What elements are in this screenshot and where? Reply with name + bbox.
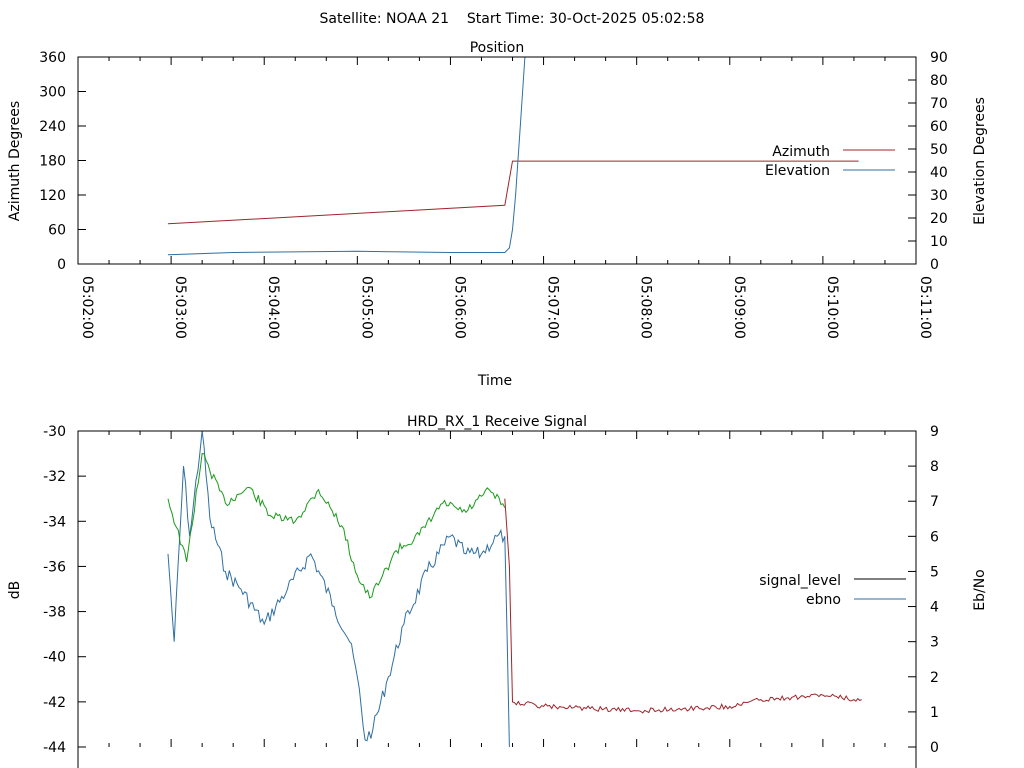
y-tick-label: -34 xyxy=(43,514,66,530)
y2-tick-label: 60 xyxy=(930,119,948,135)
y-tick-label: -40 xyxy=(43,650,66,666)
x-tick-label: 05:03:00 xyxy=(172,276,188,339)
header-title: Satellite: NOAA 21 Start Time: 30-Oct-20… xyxy=(320,11,705,27)
x-tick-label: 05:05:00 xyxy=(358,276,374,339)
y-tick-label: 300 xyxy=(39,85,66,101)
position-y-axis-label: Azimuth Degrees xyxy=(7,101,23,221)
y2-tick-label: 30 xyxy=(930,188,948,204)
x-tick-label: 05:08:00 xyxy=(638,276,654,339)
y-tick-label: 120 xyxy=(39,188,66,204)
x-tick-label: 05:04:00 xyxy=(265,276,281,339)
elevation-series-line xyxy=(167,57,526,256)
y-tick-label: -36 xyxy=(43,559,66,575)
y2-tick-label: 20 xyxy=(930,211,948,227)
y-tick-label: -44 xyxy=(43,740,66,756)
x-tick-label: 05:10:00 xyxy=(824,276,840,339)
signal-level-locked-line xyxy=(167,453,506,599)
y2-tick-label: 80 xyxy=(930,73,948,89)
y-tick-label: -42 xyxy=(43,695,66,711)
y2-tick-label: 0 xyxy=(930,740,939,756)
y2-tick-label: 3 xyxy=(930,635,939,651)
y2-tick-label: 10 xyxy=(930,234,948,250)
x-tick-label: 05:06:00 xyxy=(451,276,467,339)
legend-signal-level-label: signal_level xyxy=(759,573,841,589)
receive-signal-y2-axis-label: Eb/No xyxy=(972,569,988,611)
y-tick-label: -32 xyxy=(43,469,66,485)
receive-signal-chart-title: HRD_RX_1 Receive Signal xyxy=(407,414,587,430)
x-tick-label: 05:11:00 xyxy=(917,276,933,339)
y2-tick-label: 50 xyxy=(930,142,948,158)
y2-tick-label: 4 xyxy=(930,600,939,616)
y2-tick-label: 7 xyxy=(930,494,939,510)
y2-tick-label: 2 xyxy=(930,670,939,686)
position-x-axis-label: Time xyxy=(477,373,512,389)
x-tick-label: 05:02:00 xyxy=(79,276,95,339)
y-tick-label: 180 xyxy=(39,154,66,170)
receive-signal-chart: HRD_RX_1 Receive Signal dB Eb/No -44 -42 -… xyxy=(7,414,988,768)
y-tick-label: -38 xyxy=(43,605,66,621)
y2-tick-label: 8 xyxy=(930,459,939,475)
y-tick-label: 60 xyxy=(48,223,66,239)
ebno-series-line xyxy=(167,431,510,747)
y2-tick-label: 0 xyxy=(930,257,939,273)
x-tick-label: 05:07:00 xyxy=(545,276,561,339)
position-chart-title: Position xyxy=(470,40,525,56)
receive-signal-y-axis-label: dB xyxy=(7,581,23,600)
legend-ebno-label: ebno xyxy=(806,592,841,608)
x-tick-label: 05:09:00 xyxy=(731,276,747,339)
y-tick-label: 240 xyxy=(39,119,66,135)
y2-tick-label: 6 xyxy=(930,529,939,545)
y2-tick-label: 5 xyxy=(930,564,939,580)
y2-tick-label: 9 xyxy=(930,424,939,440)
y-tick-label: 360 xyxy=(39,50,66,66)
position-plot-frame xyxy=(77,56,917,265)
legend-elevation-label: Elevation xyxy=(765,163,830,179)
y2-tick-label: 40 xyxy=(930,165,948,181)
azimuth-series-line xyxy=(167,160,859,225)
y2-tick-label: 90 xyxy=(930,50,948,66)
y-tick-label: 0 xyxy=(57,257,66,273)
y2-tick-label: 1 xyxy=(930,705,939,721)
position-y2-axis-label: Elevation Degrees xyxy=(972,97,988,225)
receive-signal-plot-frame xyxy=(77,430,917,768)
signal-level-series-line xyxy=(504,498,862,714)
y2-tick-label: 70 xyxy=(930,96,948,112)
y-tick-label: -30 xyxy=(43,424,66,440)
position-chart: Position Time Azimuth Degrees Elevation … xyxy=(7,40,988,389)
legend-azimuth-label: Azimuth xyxy=(772,144,830,160)
